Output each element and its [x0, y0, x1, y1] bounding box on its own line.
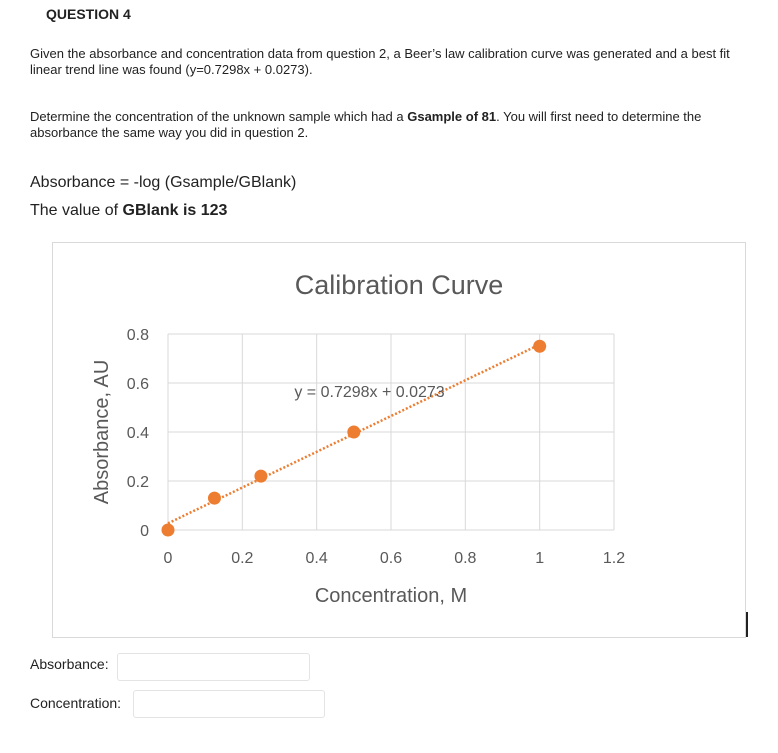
x-tick-label: 0	[164, 550, 173, 567]
x-tick-label: 0.2	[231, 550, 253, 567]
trendline	[167, 343, 541, 525]
instructions-text-end: . You will first need to determine the a…	[30, 109, 702, 140]
y-axis-title: Absorbance, AU	[91, 360, 113, 505]
x-tick-label: 0.4	[306, 550, 328, 567]
question-intro: Given the absorbance and concentration d…	[30, 46, 730, 77]
y-tick-label: 0.4	[127, 425, 149, 442]
absorbance-formula: Absorbance = -log (Gsample/GBlank)	[30, 174, 297, 191]
question-instructions: Determine the concentration of the unkno…	[30, 109, 760, 141]
concentration-input[interactable]	[133, 690, 325, 718]
question-title: QUESTION 4	[46, 6, 131, 22]
data-point	[347, 425, 361, 439]
chart-svg: 0 0.2 0.4 0.6 0.8 1 1.2 0 0.2 0.4 0.6 0.8 Calibratio…	[91, 270, 625, 607]
gblank-value: is 123	[178, 202, 228, 219]
text-cursor	[746, 612, 748, 637]
x-tick-label: 1	[535, 550, 544, 567]
y-tick-label: 0.6	[127, 376, 149, 393]
y-tick-label: 0.2	[127, 474, 149, 491]
gsample-value: of 81	[462, 109, 497, 124]
gsample-term: Gsample	[407, 109, 463, 124]
blank-value-statement: The value of GBlank is 123	[30, 202, 227, 220]
absorbance-input[interactable]	[117, 653, 310, 681]
instructions-text: Determine the concentration of the unkno…	[30, 109, 408, 124]
calibration-chart: 0 0.2 0.4 0.6 0.8 1 1.2 0 0.2 0.4 0.6 0.8 Calibratio…	[52, 242, 746, 638]
data-point	[254, 469, 268, 483]
x-axis-title: Concentration, M	[315, 585, 467, 607]
data-point	[161, 523, 175, 537]
data-point	[207, 491, 221, 505]
y-tick-label: 0	[140, 523, 149, 540]
x-tick-label: 1.2	[603, 550, 625, 567]
data-point	[533, 339, 547, 353]
chart-title: Calibration Curve	[295, 270, 504, 300]
concentration-label: Concentration:	[30, 695, 122, 711]
x-tick-label: 0.6	[380, 550, 402, 567]
gblank-term: GBlank	[122, 202, 179, 219]
y-tick-label: 0.8	[127, 327, 149, 344]
absorbance-label: Absorbance:	[30, 656, 109, 672]
x-tick-label: 0.8	[454, 550, 476, 567]
blank-prefix: The value of	[30, 202, 123, 219]
trendline-equation: y = 0.7298x + 0.0273	[294, 384, 444, 401]
